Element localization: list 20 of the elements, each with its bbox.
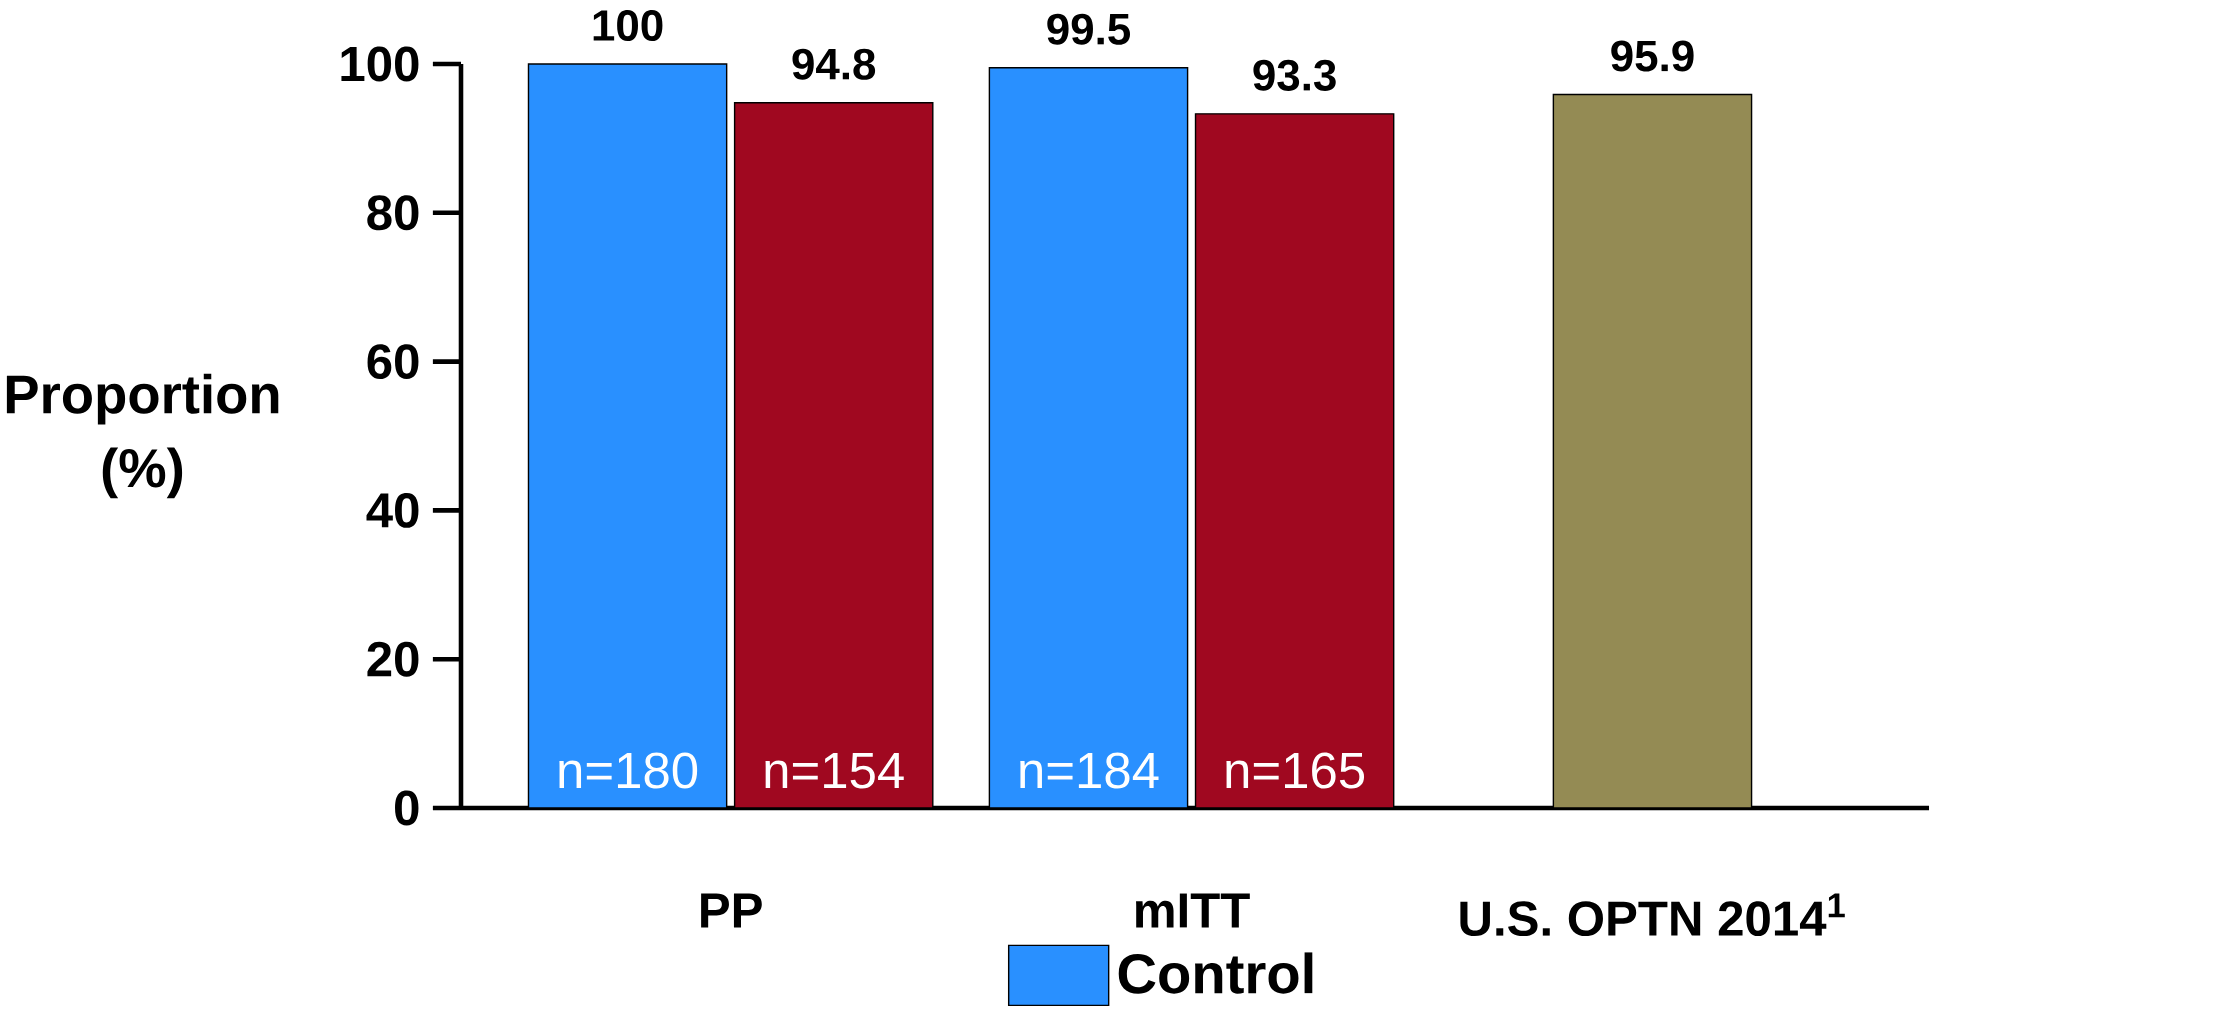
y-tick-label: 0 (395, 790, 419, 826)
data-label: 94.8 (792, 48, 876, 80)
data-label: 93.3 (1253, 59, 1336, 91)
y-tick-label: 80 (367, 195, 419, 231)
annotation: n=180 (559, 752, 698, 789)
data-label: 95.9 (1611, 40, 1694, 72)
annotation: n=154 (765, 753, 904, 789)
y-tick-label: 20 (367, 641, 419, 677)
y-tick-label: 60 (367, 344, 419, 380)
legend-label: Control (1118, 952, 1313, 994)
x-tick-label: mITT (1136, 893, 1250, 928)
x-tick-label: U.S. OPTN 2014$^{1}$ (1460, 893, 1845, 937)
annotation: n=165 (1226, 752, 1365, 789)
annotation: n=184 (1020, 752, 1159, 789)
y-tick-label: 100 (341, 46, 419, 82)
data-label: 100 (593, 9, 663, 42)
data-label: 99.5 (1047, 13, 1131, 45)
y-axis-title: Proportion (%) (6, 373, 279, 499)
y-tick-label: 40 (366, 492, 419, 528)
x-tick-label: PP (701, 893, 762, 928)
